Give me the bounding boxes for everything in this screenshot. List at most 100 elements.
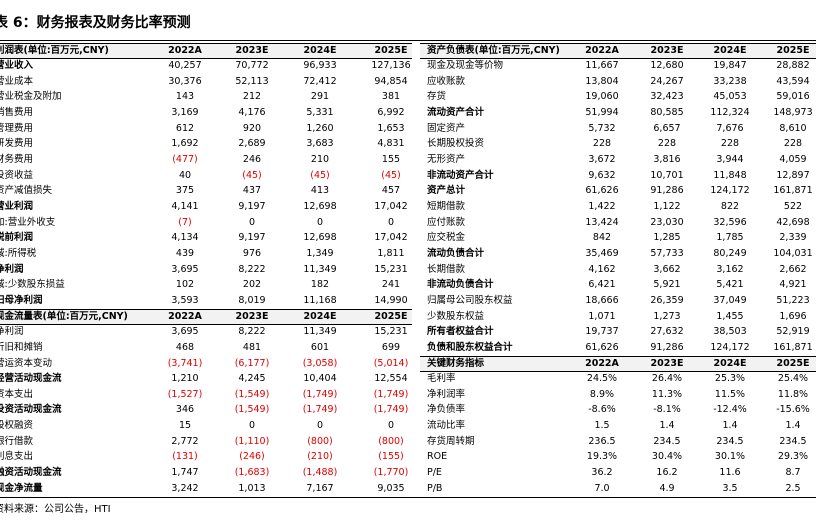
header-label: 利润表(单位:百万元,CNY) [0, 44, 109, 56]
value-cell: 228 [592, 138, 612, 150]
value-cell: (246) [239, 451, 265, 463]
row-label: 应交税金 [427, 232, 466, 244]
value-cell: 1,422 [588, 201, 616, 212]
value-cell: 1,122 [653, 201, 681, 212]
header-row [0, 308, 412, 325]
value-cell: 112,324 [710, 107, 750, 119]
value-cell: (1,683) [234, 467, 270, 479]
value-cell: 241 [381, 279, 401, 291]
value-cell: 25.3% [714, 373, 746, 385]
value-cell: 61,626 [585, 341, 619, 353]
value-cell: 9,632 [588, 169, 616, 181]
value-cell: 4,176 [238, 107, 266, 119]
value-cell: 1,692 [171, 138, 199, 150]
row-label: 银行借款 [0, 435, 34, 447]
value-cell: 1,071 [588, 310, 616, 322]
header-year: 2023E [235, 44, 269, 56]
value-cell: 124,172 [710, 341, 750, 353]
value-cell: 11.8% [777, 388, 809, 400]
value-cell: 0 [316, 420, 324, 432]
value-cell: 40 [178, 169, 192, 181]
value-cell: 4,059 [779, 154, 807, 166]
value-cell: (210) [307, 451, 333, 463]
row-label: P/E [427, 467, 442, 479]
header-year: 2025E [776, 357, 810, 369]
value-cell: 26.4% [651, 373, 683, 385]
value-cell: (1,749) [302, 404, 338, 416]
value-cell: 0 [316, 216, 324, 228]
value-cell: 5,331 [306, 107, 334, 119]
value-cell: 30,376 [168, 75, 202, 87]
value-cell: 6,992 [377, 107, 405, 119]
value-cell: (1,770) [373, 467, 409, 479]
value-cell: 96,933 [303, 60, 337, 72]
header-year: 2022A [168, 310, 202, 322]
value-cell: 43,594 [776, 75, 810, 87]
value-cell: 1,455 [716, 310, 744, 322]
value-cell: 26,359 [650, 294, 684, 306]
value-cell: 148,973 [773, 107, 813, 119]
row-label: 流动比率 [427, 420, 466, 432]
value-cell: 3,816 [653, 154, 681, 166]
value-cell: 11,349 [303, 263, 337, 275]
value-cell: 457 [381, 185, 401, 197]
value-cell: 32,423 [650, 91, 684, 103]
value-cell: 3.5 [722, 482, 738, 494]
value-cell: 12,680 [650, 60, 684, 72]
row-label: 固定资产 [427, 122, 466, 134]
value-cell: 1,811 [377, 247, 405, 259]
value-cell: 612 [175, 122, 195, 134]
row-label: 投资活动现金流 [0, 404, 62, 416]
value-cell: -12.4% [713, 404, 747, 416]
row-label: 存货 [427, 91, 447, 103]
value-cell: 42,698 [776, 216, 810, 228]
header-year: 2023E [650, 357, 684, 369]
row-label: 短期借款 [427, 201, 466, 212]
value-cell: 11.5% [714, 388, 746, 400]
value-cell: 234.5 [716, 435, 744, 447]
value-cell: 12,698 [303, 232, 337, 244]
value-cell: 413 [310, 185, 330, 197]
value-cell: 30.1% [714, 451, 746, 463]
value-cell: 4,831 [377, 138, 405, 150]
value-cell: (1,549) [234, 404, 270, 416]
value-cell: 155 [381, 154, 401, 166]
value-cell: 3,695 [171, 326, 199, 338]
value-cell: (1,110) [234, 435, 270, 447]
row-label: ROE [427, 451, 448, 463]
value-cell: 5,421 [716, 279, 744, 291]
value-cell: 234.5 [779, 435, 807, 447]
value-cell: 102 [175, 279, 195, 291]
row-label: P/B [427, 482, 443, 494]
value-cell: 7,167 [306, 482, 334, 494]
value-cell: 246 [242, 154, 262, 166]
value-cell: 4,134 [171, 232, 199, 244]
value-cell: 1,785 [716, 232, 744, 244]
value-cell: 11,848 [713, 169, 747, 181]
value-cell: 1.4 [785, 420, 801, 432]
value-cell: 51,223 [776, 294, 810, 306]
header-year: 2023E [650, 44, 684, 56]
value-cell: 4,162 [588, 263, 616, 275]
row-label: 长期股权投资 [427, 138, 485, 150]
value-cell: 19.3% [586, 451, 618, 463]
row-label: 净利润 [0, 263, 24, 275]
header-year: 2025E [374, 44, 408, 56]
header-year: 2024E [303, 310, 337, 322]
value-cell: 0 [248, 420, 256, 432]
value-cell: 842 [592, 232, 612, 244]
value-cell: 7,676 [716, 122, 744, 134]
value-cell: 976 [242, 247, 262, 259]
value-cell: 94,854 [374, 75, 408, 87]
value-cell: 10,701 [650, 169, 684, 181]
value-cell: 3,242 [171, 482, 199, 494]
value-cell: 30.4% [651, 451, 683, 463]
value-cell: 11,349 [303, 326, 337, 338]
value-cell: 3,683 [306, 138, 334, 150]
header-year: 2023E [235, 310, 269, 322]
row-label: 资本支出 [0, 388, 34, 400]
value-cell: 40,257 [168, 60, 202, 72]
value-cell: 3,169 [171, 107, 199, 119]
row-label: 长期借款 [427, 263, 466, 275]
